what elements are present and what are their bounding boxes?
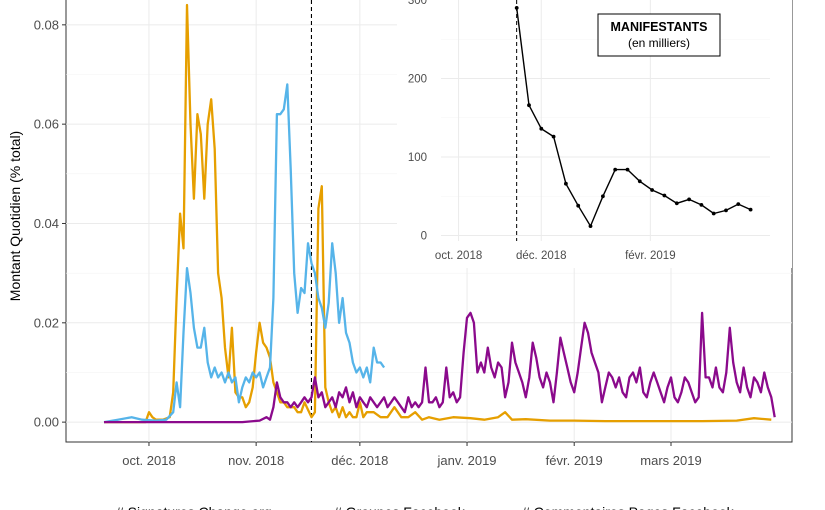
x-tick-label: mars 2019 (640, 453, 701, 468)
inset-y-tick-label: 100 (408, 152, 427, 164)
legend-label: # Groupes Facebook (334, 504, 466, 510)
inset-data-point (724, 208, 728, 213)
inset-data-point (662, 193, 667, 198)
inset-data-point (527, 103, 531, 108)
inset-data-point (674, 201, 679, 206)
inset-x-axis: oct. 2018 déc. 2018 févr. 2019 (435, 250, 676, 262)
inset-y-tick-label: 200 (408, 74, 427, 86)
y-tick-label: 0.06 (34, 117, 59, 132)
inset-data-point (711, 211, 716, 216)
main-y-axis: 0.00 0.02 0.04 0.06 0.08 (34, 17, 66, 430)
x-tick-label: janv. 2019 (437, 453, 497, 468)
inset-data-point (588, 224, 593, 229)
series-line-0 (103, 83, 386, 424)
inset-data-point (736, 202, 741, 207)
x-tick-label: déc. 2018 (331, 453, 388, 468)
inset-x-tick-label: févr. 2019 (625, 250, 676, 262)
y-axis-title: Montant Quotidien (% total) (7, 131, 23, 301)
legend: # Signatures Change.org # Groupes Faceboo… (116, 504, 735, 510)
y-tick-label: 0.00 (34, 415, 59, 430)
x-tick-label: oct. 2018 (122, 453, 176, 468)
x-tick-label: nov. 2018 (228, 453, 284, 468)
inset-title: MANIFESTANTS (611, 20, 708, 34)
inset-y-tick-label: 300 (408, 0, 427, 7)
series-line-1 (104, 3, 772, 424)
inset-data-point (551, 134, 556, 139)
main-series-lines (103, 3, 776, 424)
inset-data-point (564, 181, 568, 186)
inset-data-point (514, 6, 519, 10)
legend-label: # Commentaires Pages Facebook (522, 504, 735, 510)
inset-title-box (597, 13, 721, 57)
inset-data-point (637, 179, 642, 184)
inset-data-point (613, 167, 618, 172)
inset-data-point (650, 188, 654, 192)
inset-x-tick-label: déc. 2018 (516, 250, 567, 262)
x-tick-label: févr. 2019 (546, 453, 603, 468)
inset-background (397, 0, 792, 268)
inset-points (514, 6, 753, 229)
inset-x-tick-label: oct. 2018 (435, 250, 482, 262)
main-x-axis: oct. 2018 nov. 2018 déc. 2018 janv. 2019 fév… (122, 442, 702, 468)
inset-data-point (601, 194, 605, 199)
y-tick-label: 0.02 (34, 315, 59, 330)
inset-series-polyline (516, 7, 751, 228)
y-tick-label: 0.08 (34, 17, 59, 32)
inset-series-line (516, 7, 751, 228)
inset-y-tick-label: 0 (421, 231, 427, 243)
inset-y-axis: 0 100 200 300 (408, 0, 427, 243)
y-tick-label: 0.04 (34, 216, 59, 231)
inset-data-point (687, 197, 691, 202)
inset-subtitle: (en milliers) (628, 36, 690, 50)
inset-data-point (748, 207, 753, 212)
inset-data-point (539, 126, 544, 131)
inset-data-point (576, 203, 581, 208)
series-line-2 (104, 311, 776, 424)
inset-data-point (625, 167, 630, 172)
legend-label: # Signatures Change.org (116, 504, 272, 510)
inset-data-point (699, 203, 704, 207)
